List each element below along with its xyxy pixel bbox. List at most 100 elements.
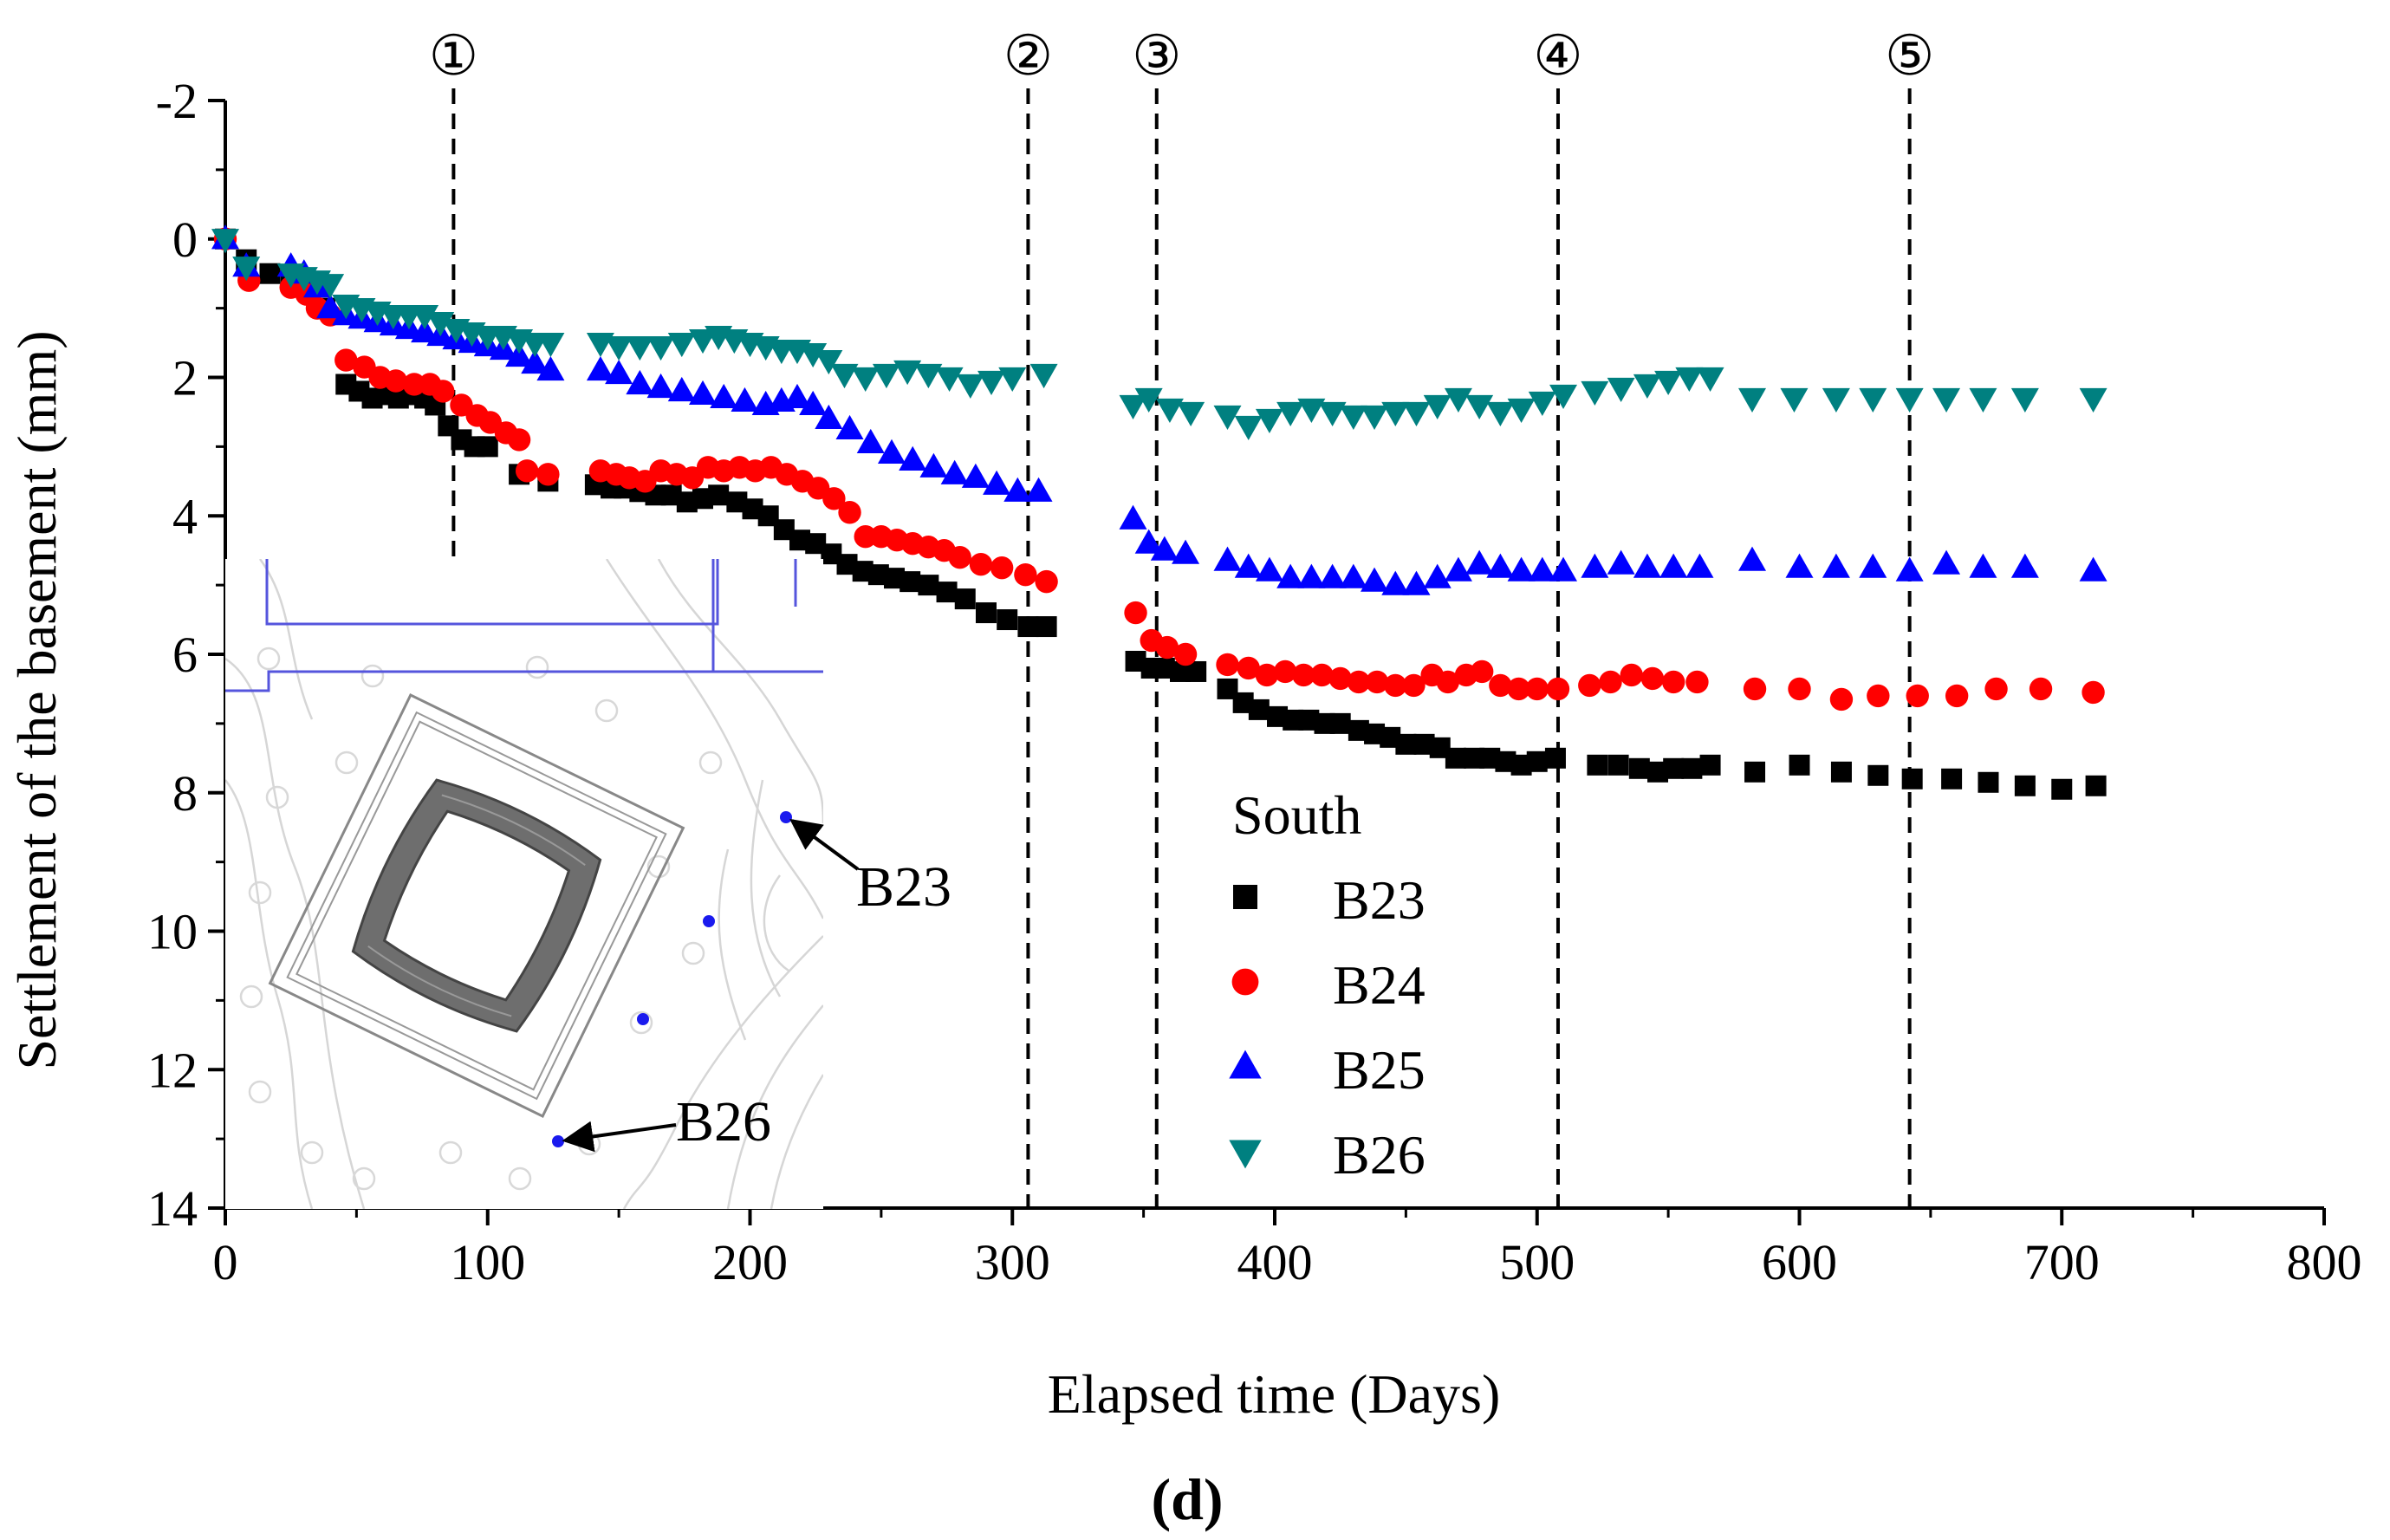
point-b26: [1361, 405, 1389, 430]
point-b26: [1444, 387, 1472, 413]
inset-point-b25: [637, 1013, 649, 1025]
point-b26: [426, 312, 455, 337]
point-b25: [1685, 553, 1714, 578]
point-b23: [1901, 768, 1923, 789]
legend-marker-b25: [1229, 1049, 1262, 1079]
x-tick-label: 300: [975, 1234, 1050, 1290]
point-b24: [384, 369, 407, 393]
point-b24: [1945, 684, 1969, 708]
point-b26: [935, 367, 964, 393]
point-b24: [1310, 663, 1334, 687]
point-b26: [893, 360, 922, 386]
point-b24: [1273, 660, 1297, 684]
x-tick-label: 600: [1762, 1234, 1837, 1290]
point-b23: [1789, 754, 1810, 776]
point-b23: [1445, 747, 1466, 769]
inset-boundary-lines: [225, 559, 823, 692]
point-b24: [854, 525, 877, 549]
point-b25: [983, 470, 1011, 495]
legend-title: South: [1232, 784, 1361, 846]
point-b24: [1788, 677, 1811, 701]
point-b25: [1339, 563, 1367, 588]
point-b26: [1134, 387, 1163, 413]
point-b23: [1526, 751, 1548, 772]
point-b24: [1365, 670, 1389, 694]
point-b25: [1785, 553, 1814, 578]
point-b24: [838, 501, 861, 524]
point-b25: [1234, 553, 1263, 578]
point-b26: [211, 229, 240, 254]
point-b26: [626, 335, 654, 361]
point-b23: [867, 564, 889, 586]
point-b24: [1489, 673, 1512, 698]
point-b25: [1119, 504, 1147, 530]
y-tick-label: -2: [156, 73, 198, 129]
inset-point-b24: [703, 915, 715, 927]
point-b25: [1465, 549, 1494, 575]
point-b25: [1134, 529, 1163, 554]
point-b25: [1003, 477, 1032, 502]
point-b23: [477, 436, 498, 458]
point-b23: [1663, 757, 1685, 779]
point-b26: [1255, 408, 1283, 433]
point-b24: [1525, 677, 1549, 701]
point-b24: [1173, 642, 1198, 666]
y-tick-label: 6: [172, 627, 198, 683]
point-b25: [710, 383, 738, 409]
point-b26: [1155, 398, 1184, 424]
point-b24: [432, 380, 455, 403]
point-b23: [1744, 761, 1766, 783]
point-b25: [799, 390, 828, 416]
point-b24: [1470, 660, 1494, 684]
point-b24: [1507, 677, 1530, 701]
point-b25: [1213, 546, 1242, 571]
point-b26: [799, 342, 828, 368]
point-b25: [2010, 553, 2039, 578]
point-b24: [1255, 663, 1279, 687]
point-b23: [936, 582, 958, 603]
point-b24: [1661, 670, 1685, 694]
point-b26: [1969, 387, 1997, 413]
legend-marker-b23: [1233, 885, 1257, 909]
point-b26: [1029, 363, 1058, 389]
axes: 0 100 200 300 400 500 600 700 800 -2 0 2 4 6 8 10 12 14: [147, 73, 2362, 1290]
point-b24: [1155, 635, 1179, 660]
point-b24: [1347, 670, 1371, 694]
point-b24: [1620, 663, 1643, 687]
point-b24: [1035, 569, 1058, 594]
point-b24: [334, 348, 358, 372]
point-b24: [1216, 653, 1239, 677]
point-b26: [1780, 387, 1809, 413]
point-b25: [961, 463, 990, 488]
point-b24: [2082, 680, 2105, 705]
point-b26: [1528, 391, 1556, 417]
point-b26: [998, 367, 1027, 393]
point-b23: [2051, 778, 2073, 800]
point-b25: [1932, 549, 1961, 575]
inset-arrow-b26: [562, 1121, 677, 1153]
point-b26: [646, 335, 675, 361]
series-b25: [211, 224, 2107, 595]
point-b23: [1036, 616, 1057, 638]
inset-arrow-b23: [789, 818, 860, 871]
point-b24: [1685, 670, 1709, 694]
point-b24: [507, 428, 531, 452]
inset-contours: [225, 559, 823, 1209]
inset-tree-symbols: [239, 647, 723, 1191]
point-b25: [1528, 556, 1556, 582]
point-b24: [2029, 677, 2053, 701]
point-b25: [505, 341, 534, 367]
point-b24: [515, 459, 539, 483]
point-b23: [1681, 757, 1703, 779]
point-b25: [1633, 553, 1661, 578]
point-b23: [1017, 616, 1039, 638]
point-b26: [1318, 401, 1347, 426]
point-b26: [1213, 405, 1242, 430]
point-b23: [1699, 754, 1721, 776]
legend-label-b26: B26: [1333, 1124, 1426, 1186]
point-b25: [815, 404, 843, 430]
point-b23: [2085, 775, 2107, 796]
point-b25: [919, 452, 948, 478]
point-b24: [1829, 687, 1854, 712]
